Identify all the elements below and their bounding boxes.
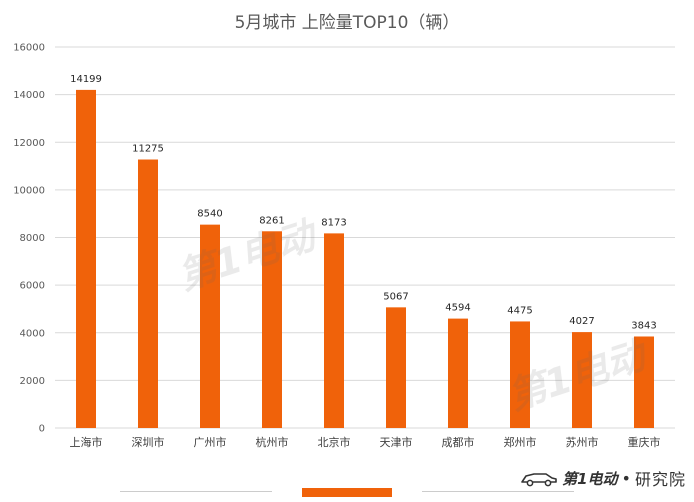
x-category-label: 苏州市 bbox=[566, 435, 599, 449]
data-label: 14199 bbox=[70, 74, 102, 85]
x-category-label: 北京市 bbox=[318, 435, 351, 449]
bar bbox=[572, 332, 592, 428]
grid-lines bbox=[55, 46, 675, 429]
x-category-label: 广州市 bbox=[194, 435, 227, 449]
bars bbox=[76, 89, 654, 428]
brand-name: 第1电动 bbox=[562, 469, 618, 488]
data-label: 8261 bbox=[259, 215, 284, 226]
data-label: 8173 bbox=[321, 217, 346, 228]
bar bbox=[448, 318, 468, 428]
data-labels: 14199 11275 8540 8261 8173 5067 4594 4475 4027 38… bbox=[70, 74, 657, 332]
chart-title: 5月城市 上险量TOP10（辆） bbox=[235, 13, 460, 33]
x-axis-categories: 上海市 深圳市 广州市 杭州市 北京市 天津市 成都市 郑州市 苏州市 重庆市 bbox=[70, 435, 661, 449]
data-label: 4594 bbox=[445, 303, 470, 314]
y-tick-label: 12000 bbox=[13, 138, 45, 149]
bar bbox=[262, 231, 282, 428]
y-tick-label: 2000 bbox=[20, 376, 45, 387]
x-category-label: 杭州市 bbox=[256, 435, 289, 449]
brand-logo: 第1电动 • 研究院 bbox=[520, 466, 686, 490]
data-label: 4027 bbox=[569, 316, 594, 327]
footer-divider-left bbox=[120, 491, 272, 492]
bar bbox=[76, 89, 96, 428]
bar bbox=[324, 233, 344, 428]
data-label: 11275 bbox=[132, 144, 164, 155]
footer-accent-bar bbox=[302, 488, 392, 497]
y-tick-label: 16000 bbox=[13, 43, 45, 54]
x-category-label: 重庆市 bbox=[628, 435, 661, 449]
footer-divider-right bbox=[422, 491, 574, 492]
bar bbox=[510, 321, 530, 428]
data-label: 8540 bbox=[197, 209, 222, 220]
x-category-label: 深圳市 bbox=[132, 435, 165, 449]
bar bbox=[200, 224, 220, 428]
data-label: 4475 bbox=[507, 305, 532, 316]
data-label: 3843 bbox=[631, 320, 656, 331]
y-axis-ticks: 0 2000 4000 6000 8000 10000 12000 14000 16000 bbox=[13, 43, 45, 435]
bar bbox=[386, 307, 406, 428]
bar bbox=[634, 336, 654, 428]
y-tick-label: 6000 bbox=[20, 281, 45, 292]
y-tick-label: 0 bbox=[39, 424, 45, 435]
bar bbox=[138, 159, 158, 428]
y-tick-label: 4000 bbox=[20, 328, 45, 339]
y-tick-label: 8000 bbox=[20, 233, 45, 244]
x-category-label: 上海市 bbox=[70, 435, 103, 449]
data-label: 5067 bbox=[383, 291, 408, 302]
brand-separator: • bbox=[621, 468, 631, 488]
x-category-label: 天津市 bbox=[380, 435, 413, 449]
brand-subtitle: 研究院 bbox=[634, 470, 686, 489]
x-category-label: 成都市 bbox=[442, 435, 475, 449]
y-tick-label: 14000 bbox=[13, 90, 45, 101]
x-category-label: 郑州市 bbox=[504, 435, 537, 449]
car-icon bbox=[521, 473, 557, 487]
y-tick-label: 10000 bbox=[13, 185, 45, 196]
